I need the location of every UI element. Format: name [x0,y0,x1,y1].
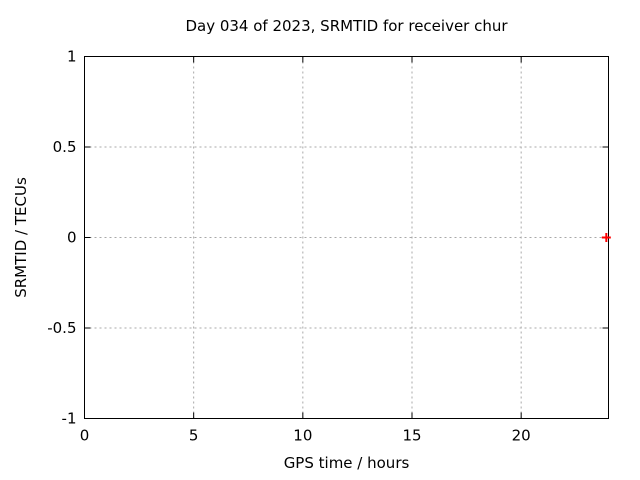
x-tick-label: 0 [80,427,90,445]
x-tick-label: 20 [512,427,531,445]
y-axis-label: SRMTID / TECUs [12,177,30,298]
x-axis-label: GPS time / hours [284,454,410,472]
y-tick-label: -0.5 [47,319,76,337]
chart-title: Day 034 of 2023, SRMTID for receiver chu… [185,17,508,35]
y-tick-label: -1 [62,410,77,428]
plot-foreground-layer: 0 5 10 15 20 -1 -0.5 0 0.5 1 [47,48,611,445]
x-tick-label: 5 [189,427,199,445]
y-tick-label: 0.5 [53,138,77,156]
gridlines-layer [84,56,609,419]
x-tick-label: 15 [402,427,421,445]
x-tick-label: 10 [293,427,312,445]
y-tick-label: 0 [67,229,77,247]
y-tick-label: 1 [67,48,77,66]
